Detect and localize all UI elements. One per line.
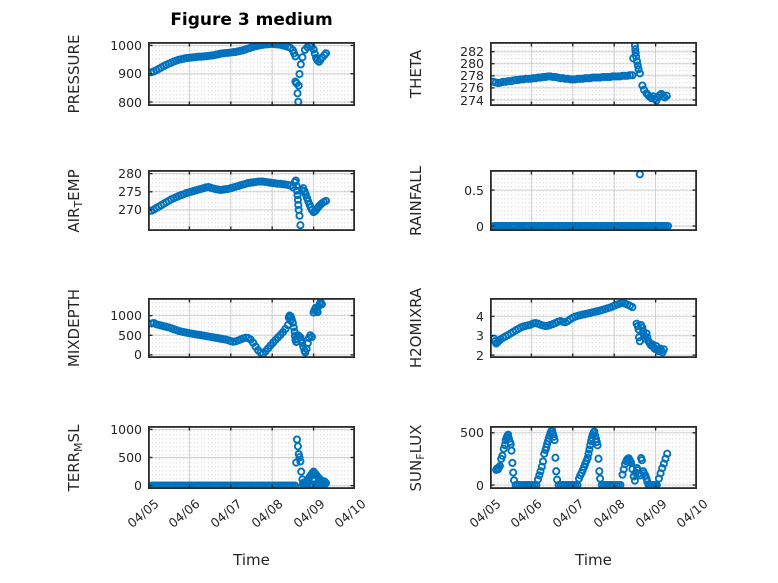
y-tick-label: 282 bbox=[460, 44, 484, 60]
subplot-h2omixra: 2 3 4 H2OMIXRA bbox=[407, 288, 697, 368]
x-tick-label: 04/07 bbox=[549, 496, 587, 531]
y-tick-label: 4 bbox=[476, 308, 484, 324]
x-tick-label: 04/08 bbox=[248, 496, 286, 531]
y-tick-label: 275 bbox=[118, 184, 142, 200]
minor-grid-dots bbox=[491, 171, 696, 230]
subplot-air-temp: 270 275 280 AIRTEMP bbox=[65, 166, 355, 232]
y-tick-label: 274 bbox=[460, 92, 484, 108]
x-tick-label: 04/09 bbox=[289, 496, 328, 531]
axes-frame bbox=[490, 298, 697, 358]
tick-marks bbox=[148, 43, 355, 105]
plot-area-svg bbox=[490, 170, 697, 231]
plot-area-svg bbox=[148, 426, 355, 489]
tick-marks bbox=[490, 43, 697, 105]
y-tick-label: 276 bbox=[460, 80, 484, 96]
tick-marks bbox=[148, 299, 355, 357]
subplot-sun-flux: 0 500 SUNFLUX 04/05 04/06 04/07 04/08 04/09 04/1… bbox=[407, 424, 711, 531]
tick-marks bbox=[490, 299, 697, 357]
y-tick-label: 1000 bbox=[110, 37, 142, 53]
y-axis-label: H2OMIXRA bbox=[407, 287, 425, 369]
axes-frame bbox=[148, 426, 355, 489]
y-tick-label: 0 bbox=[476, 477, 484, 493]
y-tick-label: 280 bbox=[460, 56, 484, 72]
y-tick-label: 0 bbox=[476, 218, 484, 234]
x-tick-label: 04/08 bbox=[590, 496, 628, 531]
subplot-rainfall: 0 0.5 RAINFALL bbox=[407, 166, 697, 235]
x-axis-label-right: Time bbox=[575, 551, 612, 569]
y-axis-label-subscript: T bbox=[72, 200, 85, 208]
x-tick-label: 04/10 bbox=[331, 496, 369, 531]
y-axis-label: MIXDEPTH bbox=[65, 288, 83, 368]
plot-area-svg bbox=[148, 42, 355, 106]
axes-frame bbox=[490, 42, 697, 106]
y-axis-label: RAINFALL bbox=[407, 165, 425, 236]
scatter-markers bbox=[148, 298, 326, 358]
tick-marks bbox=[490, 427, 697, 488]
y-tick-label: 0.5 bbox=[464, 182, 484, 198]
scatter-markers bbox=[148, 176, 331, 230]
x-axis-label-left: Time bbox=[233, 551, 270, 569]
y-tick-label: 500 bbox=[460, 425, 484, 441]
major-grid bbox=[490, 42, 697, 106]
axes-frame bbox=[490, 426, 697, 489]
plot-area-svg bbox=[490, 42, 697, 106]
y-tick-label: 800 bbox=[118, 94, 142, 110]
y-tick-label: 3 bbox=[476, 328, 484, 344]
y-axis-label: THETA bbox=[407, 49, 425, 99]
plot-area-svg bbox=[148, 170, 355, 231]
y-tick-label: 1000 bbox=[110, 308, 142, 324]
y-tick-label: 500 bbox=[118, 450, 142, 465]
x-tick-label: 04/09 bbox=[631, 496, 670, 531]
y-axis-label: TERRMSL bbox=[65, 424, 85, 491]
tick-marks bbox=[148, 427, 355, 488]
figure-title: Figure 3 medium bbox=[170, 10, 333, 30]
plot-area-svg bbox=[148, 298, 355, 358]
y-axis-label-subscript: M bbox=[72, 441, 85, 452]
y-tick-label: 2 bbox=[476, 347, 484, 363]
y-tick-label: 280 bbox=[118, 166, 142, 182]
y-tick-label: 0 bbox=[134, 478, 142, 494]
tick-marks bbox=[490, 171, 697, 230]
x-tick-label: 04/05 bbox=[124, 496, 162, 531]
y-axis-label: SUNFLUX bbox=[407, 424, 427, 491]
axes-frame bbox=[148, 170, 355, 231]
axes-frame bbox=[490, 170, 697, 231]
y-tick-label: 0 bbox=[134, 347, 142, 363]
scatter-markers bbox=[490, 170, 673, 231]
y-tick-label: 900 bbox=[118, 66, 142, 82]
plot-area-svg bbox=[490, 426, 697, 489]
y-axis-label: PRESSURE bbox=[65, 34, 83, 114]
scatter-markers bbox=[148, 42, 331, 106]
x-tick-label: 04/06 bbox=[507, 496, 546, 531]
y-tick-label: 1000 bbox=[110, 421, 142, 437]
subplot-mixdepth: 0 500 1000 MIXDEPTH bbox=[65, 289, 355, 367]
axes-frame bbox=[148, 298, 355, 358]
y-tick-label: 278 bbox=[460, 68, 484, 84]
x-tick-label: 04/06 bbox=[165, 496, 204, 531]
subplot-terr-msl: 0 500 1000 TERRMSL 04/05 04/06 04/07 04/08 04/09… bbox=[65, 422, 369, 531]
x-tick-label: 04/05 bbox=[466, 496, 504, 531]
y-tick-label: 270 bbox=[118, 202, 142, 218]
x-tick-label: 04/07 bbox=[207, 496, 245, 531]
y-axis-label-subscript: F bbox=[414, 452, 427, 460]
tick-marks bbox=[148, 171, 355, 230]
y-tick-label: 500 bbox=[118, 327, 142, 343]
subplot-theta: 274 276 278 280 282 THETA bbox=[407, 42, 697, 108]
y-axis-label: AIRTEMP bbox=[65, 168, 85, 233]
x-tick-label: 04/10 bbox=[673, 496, 711, 531]
plot-area-svg bbox=[490, 298, 697, 358]
subplot-pressure: 800 900 1000 PRESSURE bbox=[65, 35, 355, 113]
axes-frame bbox=[148, 42, 355, 106]
